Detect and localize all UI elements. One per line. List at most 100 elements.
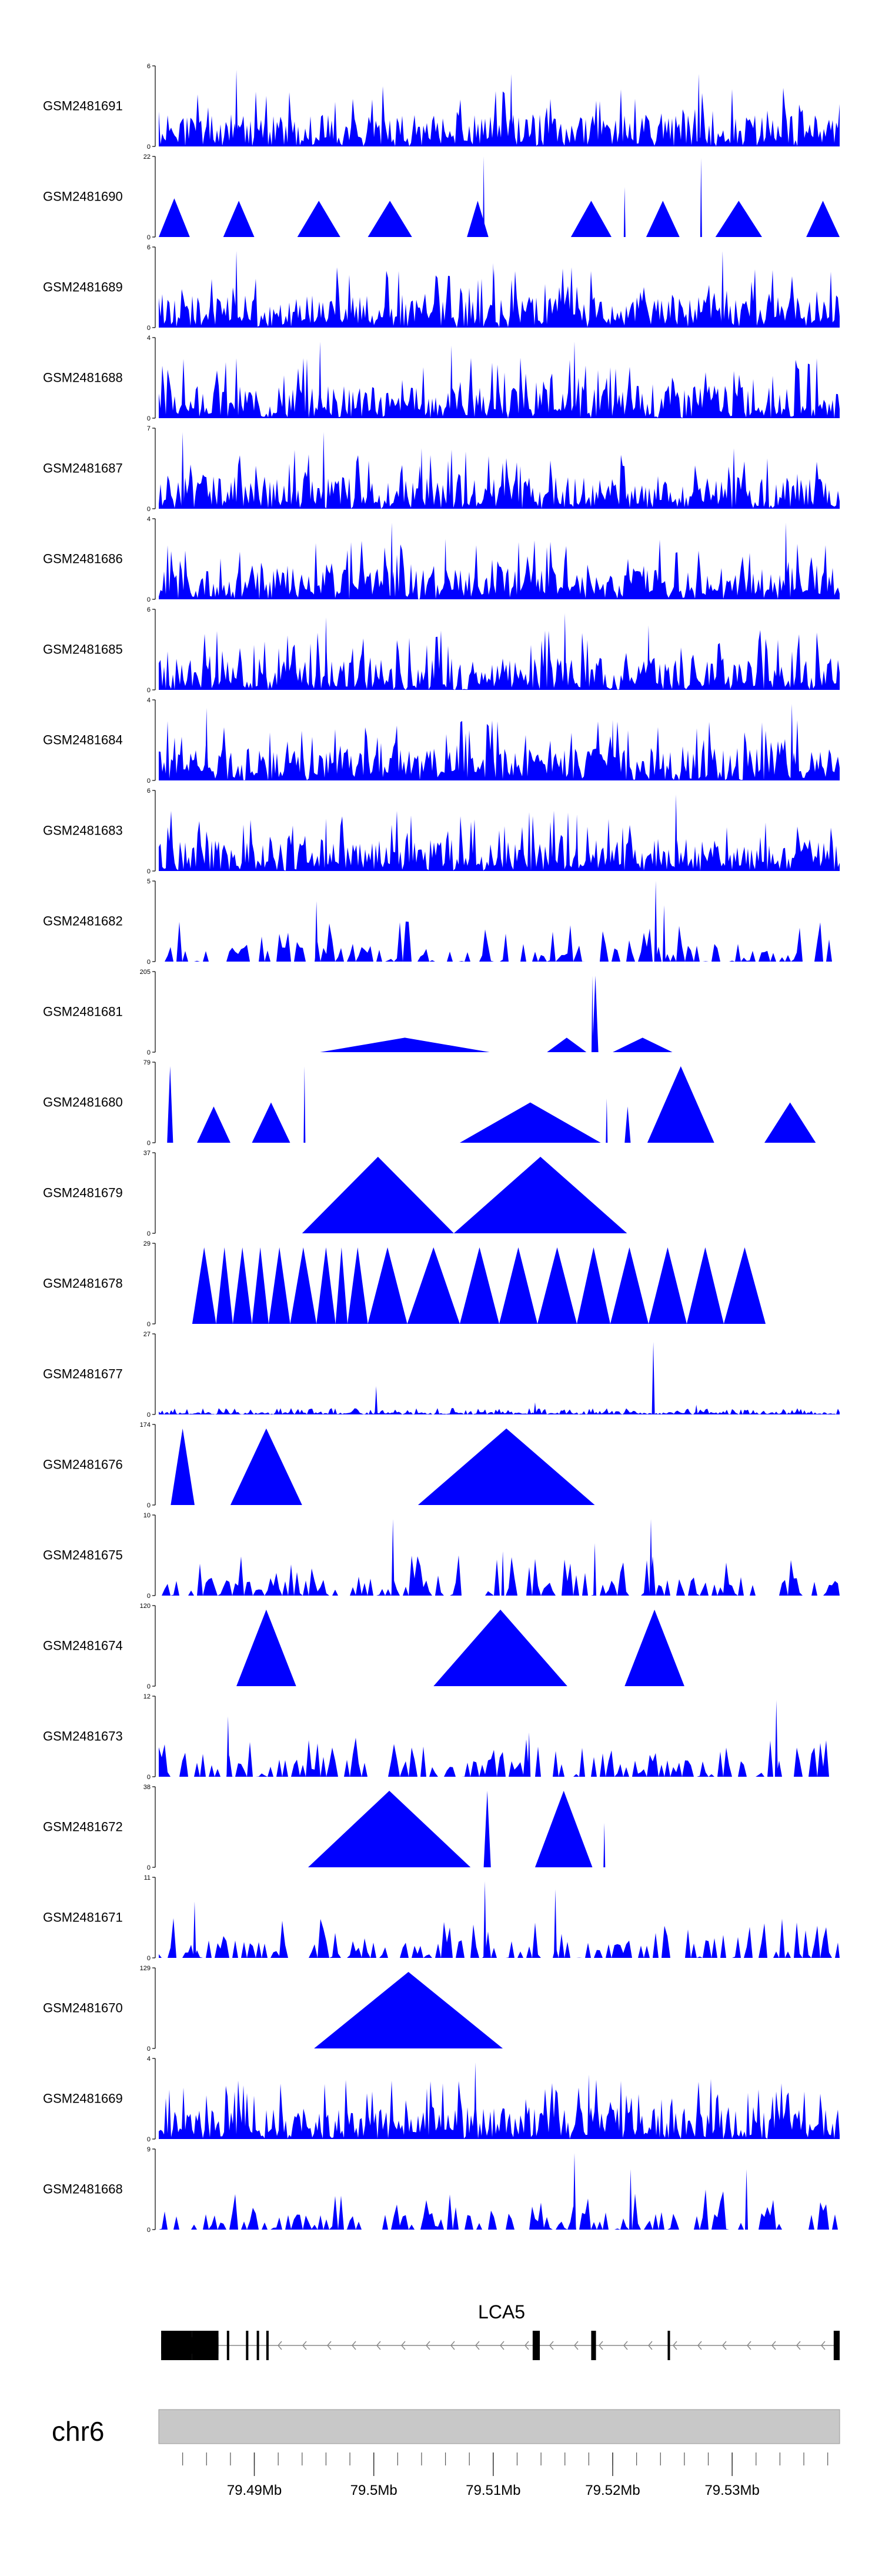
- y-max-label: 22: [143, 154, 151, 161]
- track-GSM2481672: GSM2481672 38 0: [43, 1784, 606, 1871]
- signal-peak: [167, 1066, 173, 1143]
- track-GSM2481688: GSM2481688 4 0: [43, 335, 840, 422]
- track-GSM2481676: GSM2481676 174 0: [43, 1422, 595, 1509]
- gene-track-lca5: LCA5: [161, 2301, 840, 2360]
- signal-peak: [205, 708, 208, 780]
- y-max-label: 9: [147, 2146, 151, 2153]
- signal-peak: [806, 201, 840, 237]
- signal-spike: [623, 187, 626, 237]
- signal-peak: [226, 1716, 230, 1777]
- gene-exon: [256, 2331, 259, 2360]
- signal-peak: [649, 1519, 653, 1596]
- y-min-label: 0: [147, 1230, 151, 1237]
- y-min-label: 0: [147, 1774, 151, 1781]
- signal-peak: [629, 2169, 632, 2230]
- y-min-label: 0: [147, 1321, 151, 1328]
- track-label: GSM2481681: [43, 1005, 123, 1019]
- signal-peak: [483, 1790, 491, 1867]
- strand-arrow-icon: [500, 2341, 505, 2350]
- signal-peak: [592, 975, 599, 1052]
- gene-exon: [591, 2331, 596, 2360]
- signal-spike: [606, 1098, 608, 1143]
- signal-peak: [613, 1037, 673, 1052]
- signal-peak: [318, 341, 322, 418]
- signal-area: [159, 921, 840, 962]
- y-min-label: 0: [147, 144, 151, 151]
- signal-area: [159, 630, 840, 690]
- signal-peak: [473, 2062, 477, 2139]
- signal-peak: [509, 74, 513, 146]
- y-min-label: 0: [147, 234, 151, 241]
- gene-exon: [532, 2331, 540, 2360]
- track-label: GSM2481684: [43, 733, 123, 748]
- signal-peak: [648, 1247, 687, 1324]
- signal-peak: [235, 251, 238, 328]
- signal-peak: [252, 1102, 290, 1143]
- track-label: GSM2481675: [43, 1548, 123, 1563]
- y-min-label: 0: [147, 1864, 151, 1871]
- track-GSM2481687: GSM2481687 7 0: [43, 425, 840, 513]
- y-max-label: 4: [147, 2056, 151, 2063]
- track-label: GSM2481686: [43, 552, 123, 566]
- track-GSM2481674: GSM2481674 120 0: [43, 1603, 684, 1690]
- track-label: GSM2481669: [43, 2091, 123, 2106]
- gene-exon: [667, 2331, 670, 2360]
- signal-spike: [483, 156, 485, 237]
- y-min-label: 0: [147, 1140, 151, 1147]
- strand-arrow-icon: [278, 2341, 282, 2350]
- track-label: GSM2481674: [43, 1639, 123, 1653]
- chromosome-axis: chr6 79.49Mb 79.5Mb 79.51Mb 79.52Mb 79.53Mb: [52, 2409, 840, 2498]
- signal-peak: [492, 263, 495, 328]
- signal-peak: [335, 1247, 348, 1324]
- signal-peak: [593, 1543, 597, 1596]
- strand-arrow-icon: [401, 2341, 406, 2350]
- signal-peak: [181, 432, 185, 509]
- signal-peak: [573, 2153, 576, 2230]
- track-label: GSM2481691: [43, 99, 123, 114]
- gene-name-label: LCA5: [478, 2301, 525, 2323]
- track-label: GSM2481688: [43, 371, 123, 385]
- signal-peak: [570, 201, 612, 237]
- y-max-label: 6: [147, 244, 151, 251]
- gene-utr: [161, 2337, 219, 2354]
- signal-peak: [192, 1247, 216, 1324]
- y-max-label: 4: [147, 697, 151, 704]
- signal-peak: [347, 1247, 368, 1324]
- track-GSM2481678: GSM2481678 29 0: [43, 1240, 766, 1328]
- signal-peak: [784, 522, 788, 599]
- y-min-label: 0: [147, 415, 151, 422]
- signal-peak: [575, 815, 579, 871]
- signal-area: [159, 1408, 840, 1414]
- track-GSM2481691: GSM2481691 6 0: [43, 63, 840, 151]
- signal-peak: [764, 1102, 816, 1143]
- signal-peak: [314, 1971, 503, 2048]
- signal-peak: [290, 1247, 317, 1324]
- y-max-label: 6: [147, 63, 151, 70]
- y-max-label: 129: [140, 1965, 151, 1972]
- track-GSM2481685: GSM2481685 6 0: [43, 606, 840, 694]
- strand-arrow-icon: [821, 2341, 826, 2350]
- strand-arrow-icon: [623, 2341, 628, 2350]
- strand-arrow-icon: [376, 2341, 381, 2350]
- y-max-label: 205: [140, 969, 151, 976]
- signal-area: [159, 358, 840, 418]
- signal-peak: [444, 539, 447, 599]
- track-GSM2481670: GSM2481670 129 0: [43, 1965, 503, 2053]
- track-label: GSM2481682: [43, 914, 123, 929]
- track-GSM2481689: GSM2481689 6 0: [43, 244, 840, 332]
- signal-peak: [573, 341, 576, 418]
- strand-arrow-icon: [524, 2341, 529, 2350]
- signal-peak: [577, 1247, 610, 1324]
- strand-arrow-icon: [549, 2341, 554, 2350]
- signal-area: [159, 539, 840, 599]
- track-label: GSM2481680: [43, 1095, 123, 1110]
- axis-tick-label: 79.53Mb: [704, 2482, 759, 2498]
- signal-peak: [697, 74, 700, 146]
- signal-peak: [537, 1247, 577, 1324]
- track-label: GSM2481679: [43, 1186, 123, 1200]
- axis-tick-label: 79.52Mb: [585, 2482, 640, 2498]
- signal-peak: [417, 1428, 595, 1505]
- y-max-label: 5: [147, 878, 151, 885]
- track-GSM2481679: GSM2481679 37 0: [43, 1150, 627, 1237]
